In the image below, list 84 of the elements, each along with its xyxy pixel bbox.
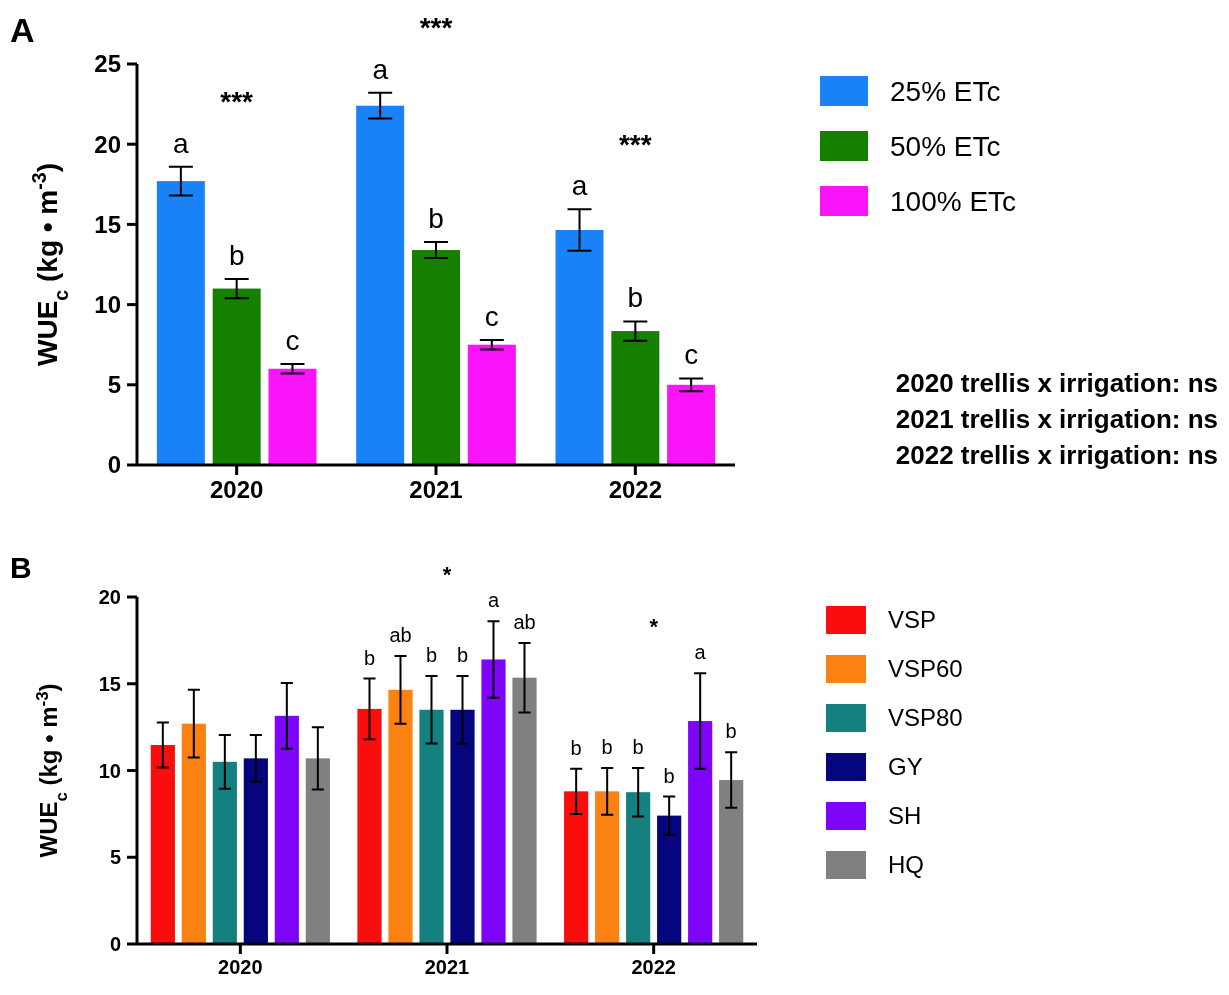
x-tick-label: 2022 [631, 956, 676, 978]
legend-label: 100% ETc [890, 185, 1017, 217]
data-label: c [684, 339, 699, 371]
legend-label: 25% ETc [890, 75, 1001, 107]
x-tick-label: 2021 [424, 956, 470, 978]
y-tick-label: 0 [109, 933, 121, 955]
y-tick-label: 0 [107, 451, 121, 479]
y-tick-label: 20 [98, 586, 121, 608]
data-label: a [571, 170, 588, 202]
legend-label: VSP [888, 606, 937, 634]
bar [388, 689, 413, 944]
bar [305, 758, 330, 944]
data-label: a [372, 53, 389, 85]
data-label: b [456, 643, 469, 666]
bar [564, 791, 589, 944]
data-label: b [425, 643, 438, 666]
bar [657, 815, 682, 944]
data-label: a [694, 641, 707, 664]
annotation: *** [220, 86, 254, 118]
y-tick-label: 10 [98, 759, 121, 782]
bar [419, 709, 444, 944]
annotation: * [649, 613, 659, 639]
data-label: b [363, 646, 376, 669]
data-label: ab [389, 623, 412, 646]
legend-label: GY [888, 753, 923, 781]
y-tick-label: 25 [94, 50, 121, 78]
bar [274, 715, 299, 944]
data-label: ab [513, 610, 536, 633]
bar [667, 384, 716, 465]
bar [450, 709, 475, 944]
bar [212, 288, 261, 465]
legend-label: VSP80 [888, 704, 963, 732]
x-tick-label: 2020 [218, 956, 263, 978]
data-label: b [570, 736, 582, 759]
data-label: b [601, 735, 613, 758]
x-tick-label: 2022 [608, 476, 663, 504]
legend-label: VSP60 [888, 655, 963, 683]
y-tick-label: 15 [98, 672, 121, 695]
data-label: c [484, 300, 499, 332]
data-label: a [487, 589, 500, 612]
text: 2021 trellis x irrigation: ns [895, 404, 1218, 434]
annotation: *** [618, 128, 652, 160]
y-tick-label: 15 [94, 210, 121, 238]
bar [412, 250, 460, 465]
bar [181, 723, 206, 944]
legend-label: SH [888, 802, 922, 830]
y-tick-label: 10 [94, 291, 121, 318]
data-label: b [627, 282, 644, 314]
bar [481, 659, 506, 944]
text: * [442, 561, 452, 587]
bar [268, 368, 317, 465]
y-tick-label: 5 [107, 371, 121, 399]
bar [626, 792, 651, 944]
data-label: b [725, 720, 737, 743]
bar [150, 745, 175, 944]
data-label: c [285, 324, 300, 356]
data-label: b [228, 239, 245, 271]
bar [688, 721, 713, 944]
legend-label: HQ [888, 851, 924, 879]
y-tick-label: 5 [109, 846, 121, 869]
text: *** [419, 12, 453, 44]
data-label: b [428, 203, 444, 235]
x-tick-label: 2021 [409, 476, 463, 504]
legend-label: 50% ETc [890, 130, 1001, 162]
text: 2020 trellis x irrigation: ns [895, 368, 1218, 398]
bar [595, 791, 620, 944]
data-label: a [173, 127, 190, 159]
x-tick-label: 2020 [209, 476, 264, 504]
bar [467, 344, 516, 465]
y-tick-label: 20 [94, 130, 121, 158]
text: 2022 trellis x irrigation: ns [895, 440, 1218, 470]
data-label: b [663, 764, 675, 787]
chart-title: B [10, 551, 32, 584]
bar [356, 105, 405, 465]
bar [512, 677, 537, 944]
bar [719, 780, 744, 944]
bar [555, 230, 604, 465]
bar [357, 708, 382, 944]
bar [156, 181, 205, 465]
bar [611, 331, 660, 465]
data-label: b [632, 735, 644, 758]
bar [243, 758, 268, 944]
chart-title: A [10, 11, 35, 49]
bar [212, 761, 237, 944]
